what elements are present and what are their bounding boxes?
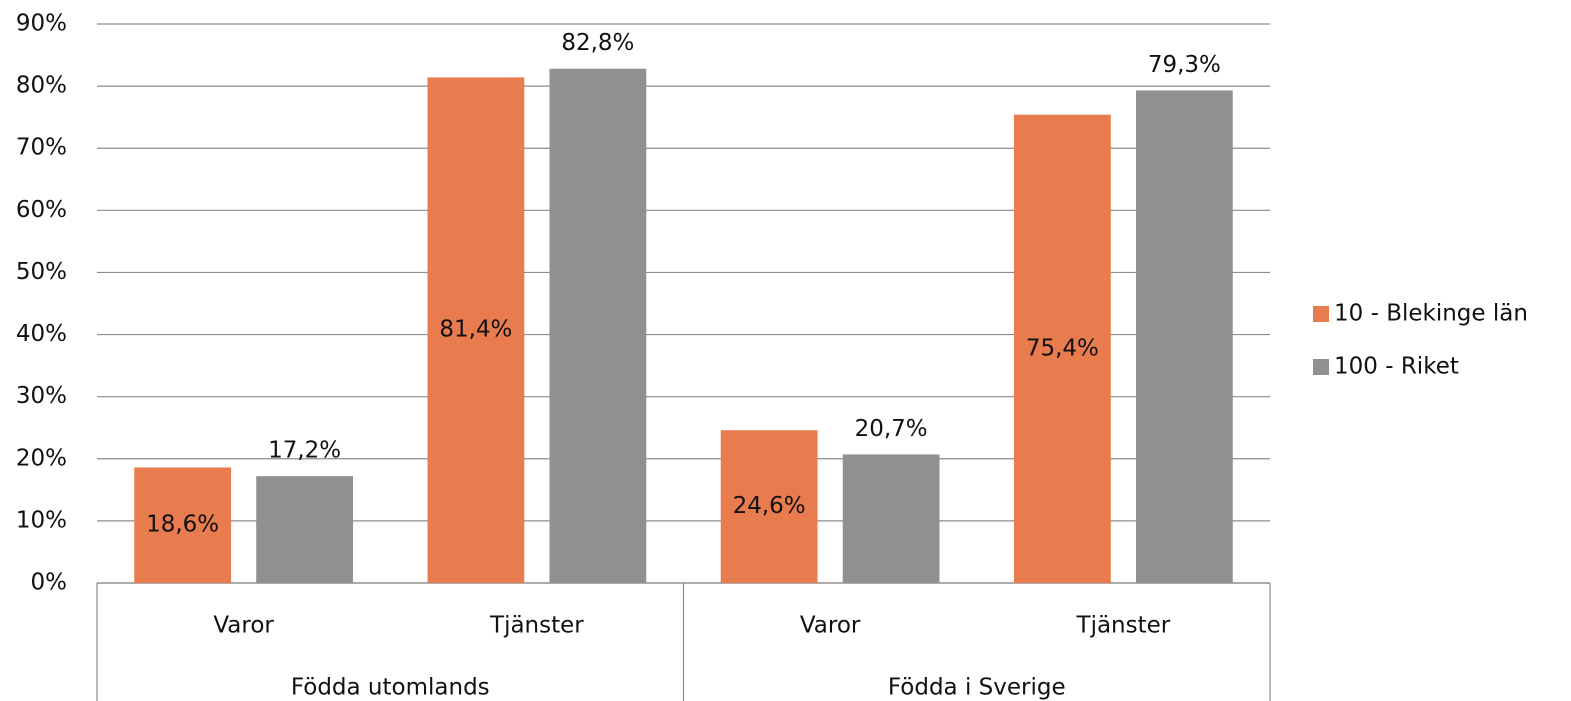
group-label: Födda utomlands [291,675,490,701]
legend-swatch [1313,306,1329,322]
y-tick-label: 70% [16,135,67,161]
group-label: Födda i Sverige [888,675,1066,701]
bar [134,467,232,583]
data-label: 20,7% [855,416,928,442]
data-label: 18,6% [146,512,219,538]
x-tick-label: Tjänster [489,613,584,639]
y-tick-label: 80% [16,73,67,99]
y-tick-label: 10% [16,507,67,533]
legend-label: 10 - Blekinge län [1334,301,1528,327]
x-tick-label: Tjänster [1076,613,1171,639]
legend-swatch [1313,359,1329,375]
bar [256,476,354,583]
x-tick-label: Varor [800,613,861,639]
y-tick-label: 50% [16,259,67,285]
bar [842,454,940,583]
y-tick-label: 20% [16,445,67,471]
data-label: 81,4% [439,317,512,343]
bar [1013,114,1111,583]
data-label: 75,4% [1026,335,1099,361]
data-label: 82,8% [561,30,634,56]
y-tick-label: 60% [16,197,67,223]
data-label: 24,6% [733,493,806,519]
x-tick-label: Varor [213,613,274,639]
y-tick-label: 0% [31,570,68,596]
bar [720,430,818,583]
data-label: 17,2% [268,438,341,464]
y-tick-label: 40% [16,321,67,347]
y-tick-label: 90% [16,11,67,37]
bar [427,77,525,583]
bar [1135,90,1233,583]
data-label: 79,3% [1148,52,1221,78]
y-tick-label: 30% [16,383,67,409]
bar [549,68,647,584]
legend-label: 100 - Riket [1334,354,1459,380]
